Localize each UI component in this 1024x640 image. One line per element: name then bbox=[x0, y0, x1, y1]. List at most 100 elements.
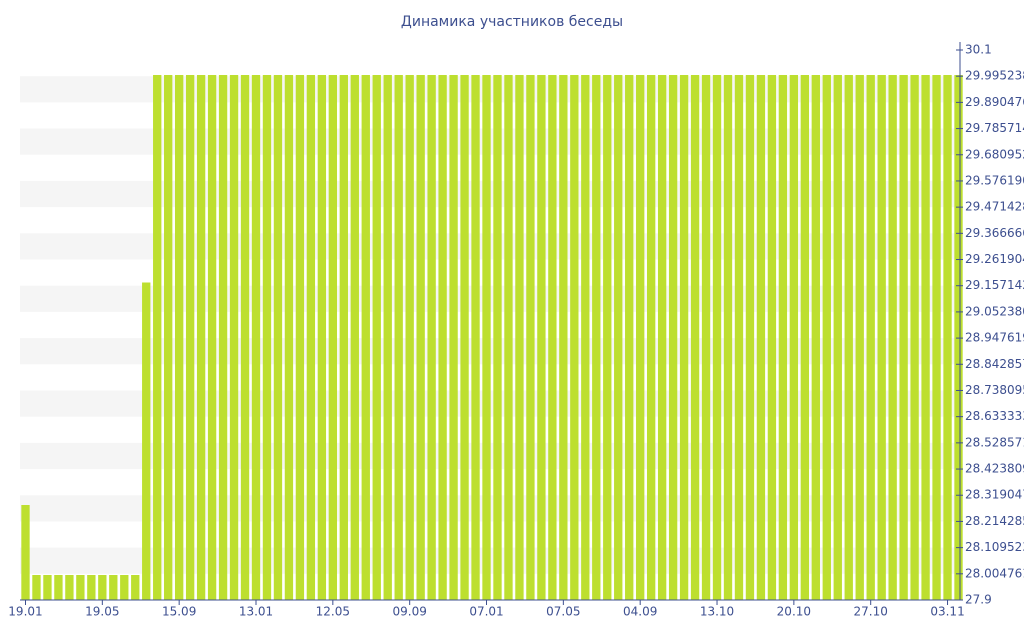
bar bbox=[240, 75, 250, 600]
bar bbox=[745, 75, 755, 600]
bar bbox=[712, 75, 722, 600]
y-tick-label: 29.366666666666667 bbox=[965, 226, 1024, 240]
bar bbox=[405, 75, 414, 600]
bar bbox=[515, 75, 524, 600]
bar bbox=[679, 75, 689, 600]
bar bbox=[109, 575, 118, 600]
bar bbox=[361, 75, 370, 600]
x-tick-label: 27.10 bbox=[854, 605, 888, 619]
bar bbox=[537, 75, 546, 600]
y-tick-label: 29.89047619047619 bbox=[965, 95, 1024, 109]
bar bbox=[76, 575, 85, 600]
bar bbox=[954, 75, 963, 600]
bar bbox=[811, 75, 820, 600]
bar bbox=[504, 75, 513, 600]
bar bbox=[153, 75, 162, 600]
bar bbox=[273, 75, 283, 600]
bar bbox=[614, 75, 623, 600]
bar bbox=[888, 75, 897, 600]
bar bbox=[317, 75, 327, 600]
bar bbox=[734, 75, 744, 600]
chart-title: Динамика участников беседы bbox=[401, 14, 623, 30]
bar bbox=[185, 75, 195, 600]
bar bbox=[822, 75, 831, 600]
bar bbox=[471, 75, 480, 600]
x-tick-label: 19.01 bbox=[8, 605, 42, 619]
bar bbox=[921, 75, 930, 600]
bar bbox=[460, 75, 469, 600]
bar bbox=[526, 75, 535, 600]
bar bbox=[142, 282, 151, 600]
bar bbox=[767, 75, 777, 600]
x-tick-label: 15.09 bbox=[162, 605, 196, 619]
y-tick-label: 28.31904761904762 bbox=[965, 488, 1024, 502]
bar bbox=[131, 575, 140, 600]
bar bbox=[32, 575, 41, 600]
bar bbox=[910, 75, 919, 600]
y-tick-label: 30.1 bbox=[965, 43, 992, 57]
bar bbox=[54, 575, 63, 600]
bar bbox=[943, 75, 952, 600]
bar bbox=[438, 75, 447, 600]
y-tick-label: 29.785714285714285 bbox=[965, 121, 1024, 135]
bar bbox=[592, 75, 601, 600]
bar bbox=[877, 75, 886, 600]
bar bbox=[570, 75, 579, 600]
x-tick-label: 07.01 bbox=[469, 605, 503, 619]
bar bbox=[789, 75, 799, 600]
x-tick-label: 12.05 bbox=[316, 605, 350, 619]
y-tick-label: 28.10952380952381 bbox=[965, 540, 1024, 554]
y-tick-label: 28.633333333333333 bbox=[965, 409, 1024, 423]
bar bbox=[164, 75, 173, 600]
bar bbox=[339, 75, 348, 600]
y-tick-label: 29.995238095238093 bbox=[965, 69, 1024, 83]
bar bbox=[449, 75, 458, 600]
bar bbox=[482, 75, 491, 600]
x-tick-label: 03.11 bbox=[930, 605, 964, 619]
bar bbox=[65, 575, 74, 600]
bar bbox=[427, 75, 436, 600]
x-tick-label: 09.09 bbox=[392, 605, 426, 619]
x-tick-label: 04.09 bbox=[623, 605, 657, 619]
bar bbox=[866, 75, 875, 600]
bar bbox=[218, 75, 228, 600]
x-tick-label: 07.05 bbox=[546, 605, 580, 619]
bar bbox=[844, 75, 853, 600]
x-tick-label: 13.10 bbox=[700, 605, 734, 619]
bar bbox=[756, 75, 766, 600]
bar bbox=[646, 75, 656, 600]
bar bbox=[603, 75, 612, 600]
bar bbox=[833, 75, 842, 600]
bar bbox=[690, 75, 700, 600]
y-tick-label: 29.15714285714286 bbox=[965, 278, 1024, 292]
y-tick-label: 28.423809523809524 bbox=[965, 462, 1024, 476]
bar bbox=[493, 75, 502, 600]
bar bbox=[559, 75, 568, 600]
y-tick-label: 28.738095238095237 bbox=[965, 383, 1024, 397]
bar bbox=[383, 75, 392, 600]
y-tick-label: 29.68095238095238 bbox=[965, 147, 1024, 161]
bar bbox=[328, 75, 338, 600]
bar bbox=[855, 75, 864, 600]
bar bbox=[372, 75, 381, 600]
y-tick-label: 28.004761904761907 bbox=[965, 566, 1024, 580]
bar bbox=[87, 575, 96, 600]
x-tick-label: 19.05 bbox=[85, 605, 119, 619]
bar bbox=[701, 75, 711, 600]
bar bbox=[251, 75, 261, 600]
x-tick-label: 13.01 bbox=[239, 605, 273, 619]
x-tick-label: 20.10 bbox=[777, 605, 811, 619]
bar bbox=[723, 75, 733, 600]
bar bbox=[636, 75, 645, 600]
y-tick-label: 28.84285714285714 bbox=[965, 357, 1024, 371]
y-tick-label: 29.261904761904763 bbox=[965, 252, 1024, 266]
bar bbox=[899, 75, 908, 600]
bar bbox=[800, 75, 810, 600]
bar bbox=[548, 75, 557, 600]
bar bbox=[657, 75, 667, 600]
y-tick-label: 27.9 bbox=[965, 593, 992, 607]
bar bbox=[120, 575, 129, 600]
bar bbox=[229, 75, 239, 600]
